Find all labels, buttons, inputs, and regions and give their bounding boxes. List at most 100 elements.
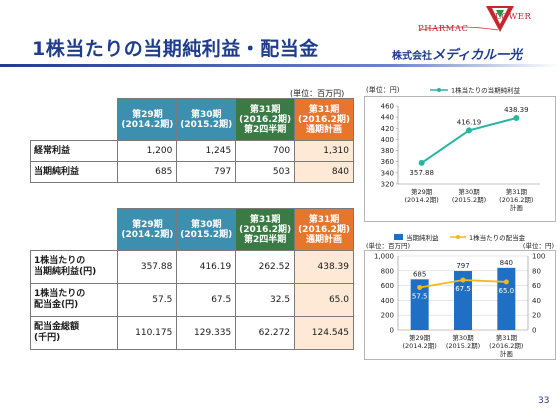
- chart1-y-tick: 340: [381, 169, 394, 177]
- logo-lower-text: LOWER: [495, 12, 532, 22]
- chart1-data-label: 357.88: [409, 169, 434, 177]
- table2-col-header: 第29期 (2014.2期): [117, 208, 178, 251]
- chart1-y-tick: 380: [381, 147, 394, 155]
- row-label: 1株当たりの 配当金(円): [29, 283, 119, 317]
- chart2-data-point: [503, 279, 509, 285]
- table-row: 1株当たりの 当期純利益(円) 357.88 416.19 262.52 438.…: [29, 250, 354, 284]
- chart1-x-tick: 第31期: [506, 187, 528, 196]
- per-share-table: 第29期 (2014.2期) 第30期 (2015.2期) 第31期 (2016.2期…: [29, 208, 354, 350]
- chart2-unit-right: (単位：円): [523, 241, 554, 250]
- ordinary-income-table: 第29期 (2014.2期) 第30期 (2015.2期) 第31期 (2016.2期…: [29, 98, 354, 183]
- chart2-bar: [454, 271, 472, 330]
- chart2-unit-left: (単位：百万円): [366, 241, 410, 250]
- table-cell: 503: [235, 161, 296, 183]
- chart2-line-label: 57.5: [412, 292, 428, 300]
- chart2-y-tick-right: 60: [532, 282, 541, 290]
- table-row: 当期純利益 685 797 503 840: [29, 161, 354, 183]
- table-cell: 32.5: [235, 283, 296, 317]
- table-cell: 416.19: [176, 250, 237, 284]
- chart2-y-tick-left: 1,000: [374, 253, 394, 261]
- table-cell: 110.175: [117, 316, 178, 350]
- table-cell: 685: [117, 161, 178, 183]
- table-cell: 67.5: [176, 283, 237, 317]
- chart2-y-tick-left: 0: [390, 327, 394, 335]
- chart1-data-point: [513, 115, 520, 122]
- chart2-line-label: 67.5: [455, 285, 471, 293]
- table-cell: 357.88: [117, 250, 178, 284]
- chart2-bar-label: 797: [456, 262, 469, 270]
- chart1-y-tick: 420: [381, 125, 394, 133]
- table2-col-header: 第31期 (2016.2期) 通期計画: [294, 208, 354, 251]
- table-cell: 1,245: [176, 140, 237, 162]
- company-name: 株式会社メディカル一光: [392, 44, 522, 63]
- chart1-x-tick: 第29期: [411, 187, 433, 196]
- table1-col-header: 第30期 (2015.2期): [176, 98, 237, 141]
- chart2-data-point: [460, 277, 466, 283]
- chart2-y-tick-left: 800: [381, 267, 394, 275]
- chart2-x-tick: 計画: [500, 349, 513, 358]
- row-label: 経常利益: [29, 140, 119, 162]
- chart2-y-tick-right: 40: [532, 297, 541, 305]
- chart2-y-tick-right: 100: [532, 253, 545, 261]
- profit-dividend-chart-frame: [364, 250, 556, 360]
- company-logo: [419, 6, 514, 32]
- eps-line-chart: (単位：円) 1株当たりの当期純利益 320 340 360 380 400 420 440 46…: [366, 85, 540, 212]
- chart2-bar-label: 840: [500, 259, 513, 267]
- chart1-data-point: [418, 159, 425, 166]
- table1-col-header: 第31期 (2016.2期) 通期計画: [294, 98, 354, 141]
- chart2-x-tick: (2016.2期): [489, 342, 523, 350]
- table-row: 配当金総額 (千円) 110.175 129.335 62.272 124.545: [29, 316, 354, 350]
- chart1-unit: (単位：円): [366, 85, 400, 94]
- chart1-x-tick: (2014.2期): [405, 196, 439, 204]
- title-underline: [0, 64, 560, 67]
- table-cell: 840: [294, 161, 354, 183]
- table-cell: 1,200: [117, 140, 178, 162]
- table-cell: 65.0: [294, 283, 354, 317]
- chart2-y-tick-right: 20: [532, 312, 541, 320]
- table-cell: 262.52: [235, 250, 296, 284]
- chart1-x-tick: (2016.2期): [499, 196, 533, 204]
- chart2-legend-bar-label: 当期純利益: [406, 233, 439, 242]
- chart2-y-tick-left: 600: [381, 282, 394, 290]
- chart1-y-tick: 320: [381, 181, 394, 189]
- table1-unit: (単位：百万円): [290, 89, 345, 98]
- company-prefix: 株式会社: [392, 51, 432, 62]
- logo-pharmac-text: PHARMAC: [418, 24, 469, 34]
- page-title: 1株当たりの当期純利益・配当金: [32, 38, 319, 60]
- chart2-x-tick: 第29期: [409, 333, 431, 342]
- table-cell: 62.272: [235, 316, 296, 350]
- table-row: 1株当たりの 配当金(円) 57.5 67.5 32.5 65.0: [29, 283, 354, 317]
- chart1-y-tick: 400: [381, 136, 394, 144]
- row-label: 配当金総額 (千円): [29, 316, 119, 350]
- chart1-x-tick: 計画: [510, 203, 523, 212]
- chart2-x-tick: (2015.2期): [446, 342, 480, 350]
- chart1-data-point: [466, 127, 472, 134]
- table-row: 経常利益 1,200 1,245 700 1,310: [29, 140, 354, 162]
- row-label: 1株当たりの 当期純利益(円): [29, 250, 119, 284]
- table-cell: 57.5: [117, 283, 178, 317]
- table-cell: 1,310: [294, 140, 354, 162]
- chart1-x-tick: 第30期: [458, 187, 480, 196]
- chart1-y-tick: 440: [381, 114, 394, 122]
- profit-dividend-chart: 当期純利益 1株当たりの配当金(単位：百万円) (単位：円)020040060080…: [366, 233, 554, 358]
- chart1-y-tick: 460: [381, 103, 394, 111]
- table2-col-header: 第31期 (2016.2期) 第2四半期: [235, 208, 296, 251]
- table-cell: 797: [176, 161, 237, 183]
- chart2-legend-line-label: 1株当たりの配当金: [469, 233, 526, 242]
- table1-col-header: 第29期 (2014.2期): [117, 98, 178, 141]
- table-cell: 700: [235, 140, 296, 162]
- chart2-bar: [497, 267, 516, 330]
- chart1-x-tick: (2015.2期): [452, 196, 486, 204]
- chart2-x-tick: 第30期: [452, 333, 474, 342]
- chart2-x-tick: (2014.2期): [403, 342, 437, 350]
- chart2-data-point: [417, 284, 423, 290]
- chart1-data-label: 438.39: [504, 106, 529, 114]
- chart1-legend-marker: [437, 88, 441, 92]
- chart2-y-tick-left: 200: [381, 312, 394, 320]
- table-cell: 438.39: [294, 250, 354, 284]
- chart1-data-label: 416.19: [457, 118, 482, 126]
- chart2-legend-line-marker: [456, 235, 460, 239]
- chart1-legend-label: 1株当たりの当期純利益: [451, 86, 521, 95]
- chart2-legend-bar-swatch: [394, 234, 403, 240]
- page-number: 33: [538, 396, 550, 406]
